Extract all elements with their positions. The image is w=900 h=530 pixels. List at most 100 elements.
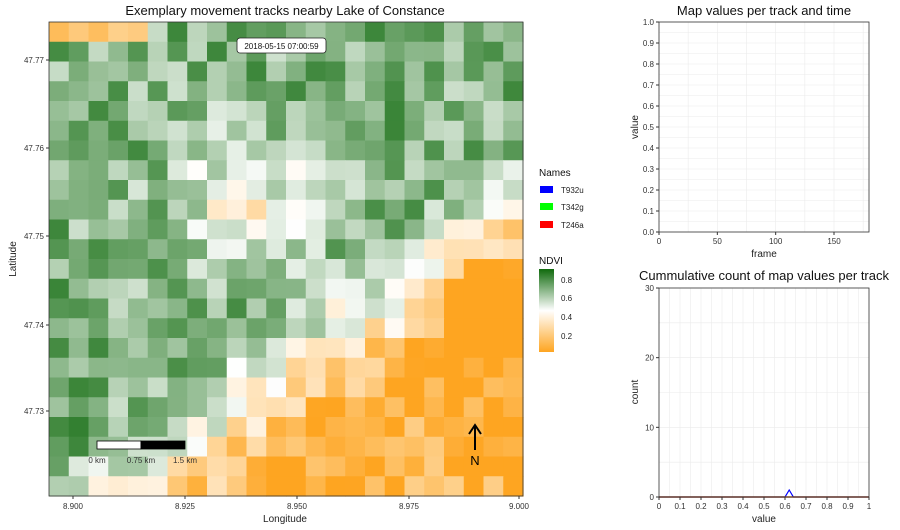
ndvi-cell (345, 318, 366, 339)
ndvi-cell (88, 219, 109, 240)
map-y-tick-label: 47.75 (24, 232, 45, 241)
ndvi-cell (147, 298, 169, 319)
map-title: Exemplary movement tracks nearby Lake of… (125, 3, 444, 18)
ndvi-cell (187, 199, 208, 221)
ndvi-cell (187, 357, 208, 379)
ndvi-cell (226, 436, 248, 458)
legend-label-T932u: T932u (561, 186, 584, 195)
ndvi-cell (226, 377, 248, 398)
north-arrow-head-icon (468, 423, 482, 435)
legend-swatch-T342g (540, 203, 553, 210)
count-chart-y-tick-label: 20 (645, 354, 654, 363)
ndvi-cell (108, 219, 129, 240)
ndvi-cell (49, 160, 70, 181)
ndvi-cell (167, 239, 188, 260)
ndvi-cell (365, 259, 386, 280)
ndvi-cell (266, 298, 287, 319)
ndvi-cell (424, 476, 445, 497)
ndvi-cell (207, 22, 228, 43)
ndvi-cell (463, 140, 485, 161)
ndvi-cell (68, 377, 90, 398)
ndvi-cell (503, 22, 524, 43)
ndvi-cell (207, 298, 228, 319)
ndvi-cell (147, 377, 169, 398)
ndvi-cell (503, 397, 524, 418)
ndvi-cell (404, 476, 425, 497)
ndvi-cell (305, 239, 327, 260)
ndvi-cell (286, 318, 307, 339)
scale-label-0: 0 km (88, 456, 106, 465)
ndvi-cell (68, 239, 90, 260)
ndvi-cell (503, 81, 524, 102)
ndvi-cell (246, 81, 267, 102)
ndvi-cell (503, 377, 524, 398)
ndvi-cell (424, 259, 445, 280)
ndvi-cell (404, 278, 425, 300)
ndvi-cell (503, 338, 524, 359)
ndvi-cell (444, 318, 465, 339)
ndvi-cell (266, 338, 287, 359)
ndvi-cell (266, 61, 287, 82)
count-chart-grid (658, 287, 870, 498)
ndvi-cell (266, 318, 287, 339)
ndvi-cell (424, 41, 445, 63)
ndvi-cell (286, 417, 307, 438)
ndvi-cell (167, 22, 188, 43)
values-chart-y-tick-label: 1.0 (643, 18, 655, 27)
ndvi-cell (286, 338, 307, 359)
ndvi-cell (187, 259, 208, 280)
ndvi-cell (266, 476, 287, 497)
ndvi-cell (483, 436, 504, 458)
ndvi-cell (246, 456, 267, 477)
ndvi-cell (305, 81, 327, 102)
ndvi-cell (207, 318, 228, 339)
ndvi-cell (88, 160, 109, 181)
map-x-tick-label: 8.975 (399, 502, 420, 511)
ndvi-cell (483, 160, 504, 181)
ndvi-cell (325, 219, 346, 240)
ndvi-cell (365, 278, 386, 300)
ndvi-cell (286, 397, 307, 418)
ndvi-cell (207, 436, 228, 458)
ndvi-cell (483, 318, 504, 339)
ndvi-cell (325, 456, 346, 477)
ndvi-cell (345, 140, 366, 161)
ndvi-cell (187, 101, 208, 122)
ndvi-cell (305, 140, 327, 161)
ndvi-cell (286, 298, 307, 319)
ndvi-cell (128, 199, 149, 221)
ndvi-cell (147, 318, 169, 339)
ndvi-cell (266, 219, 287, 240)
ndvi-cell (187, 436, 208, 458)
ndvi-cell (49, 61, 70, 82)
ndvi-cell (68, 22, 90, 43)
ndvi-cell (345, 278, 366, 300)
ndvi-cell (187, 338, 208, 359)
ndvi-cell (68, 298, 90, 319)
ndvi-cell (68, 278, 90, 300)
ndvi-cell (384, 456, 406, 477)
ndvi-cell (483, 101, 504, 122)
ndvi-cell (226, 357, 248, 379)
ndvi-cell (444, 41, 465, 63)
ndvi-cell (68, 101, 90, 122)
values-chart-title: Map values per track and time (677, 3, 851, 18)
ndvi-cell (444, 61, 465, 82)
ndvi-cell (483, 41, 504, 63)
ndvi-cell (424, 436, 445, 458)
values-chart-y-tick-label: 0.5 (643, 123, 655, 132)
ndvi-cell (345, 180, 366, 201)
ndvi-cell (483, 476, 504, 497)
ndvi-cell (463, 436, 485, 458)
ndvi-cell (503, 199, 524, 221)
ndvi-cell (207, 180, 228, 201)
legend-label-T342g: T342g (561, 203, 584, 212)
ndvi-cell (463, 476, 485, 497)
names-legend: Names T932u T342g T246a (539, 168, 584, 230)
count-chart-x-tick-label: 0.3 (716, 502, 728, 511)
ndvi-cell (444, 298, 465, 319)
ndvi-cell (246, 298, 267, 319)
ndvi-cell (404, 22, 425, 43)
ndvi-cell (147, 199, 169, 221)
ndvi-cell (167, 81, 188, 102)
